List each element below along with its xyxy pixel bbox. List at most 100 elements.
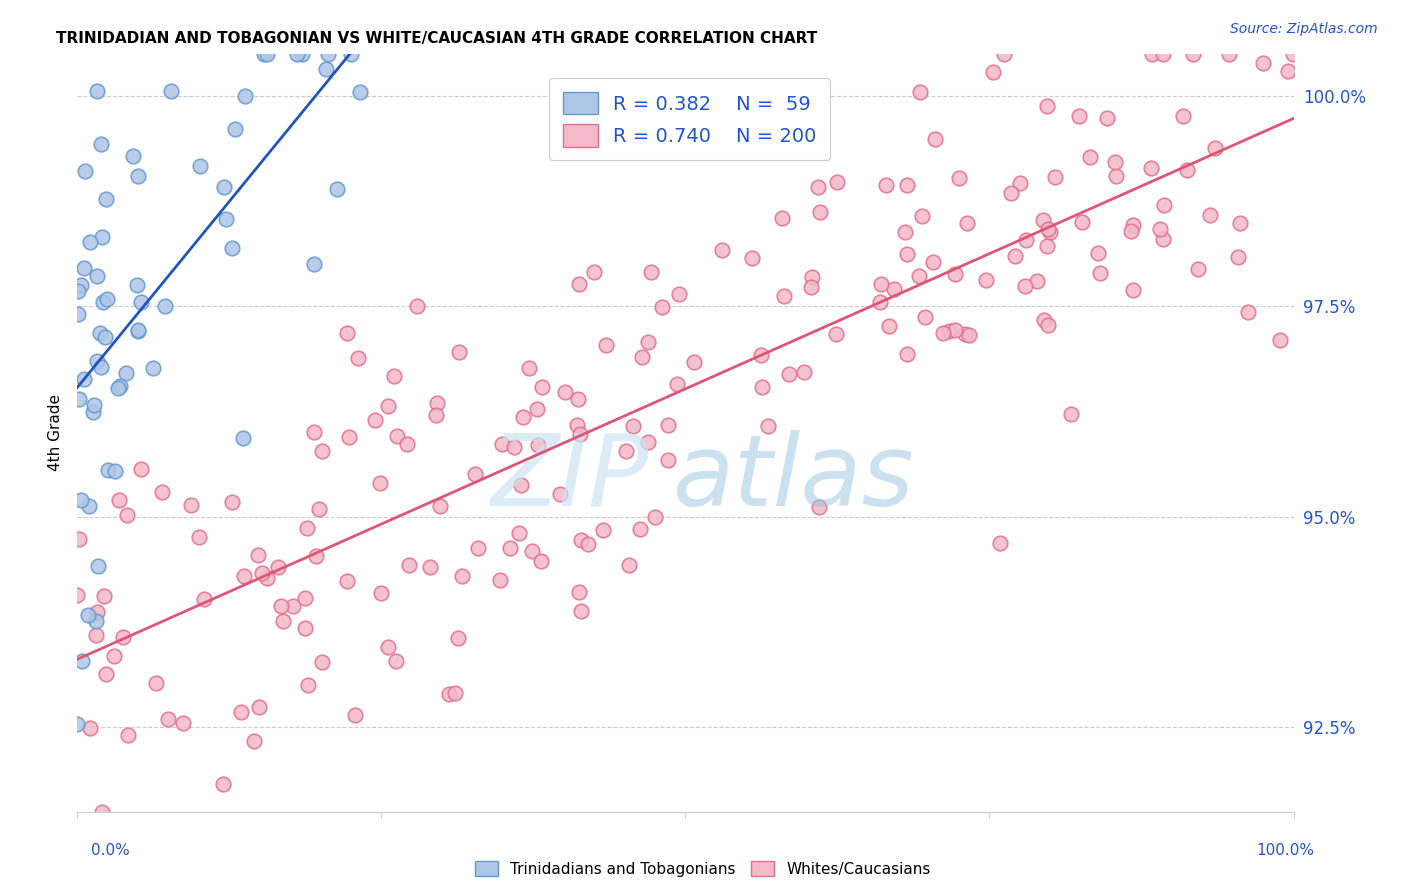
Point xyxy=(948,171,970,186)
Point xyxy=(741,251,763,265)
Point xyxy=(800,270,823,285)
Point xyxy=(464,467,486,481)
Point xyxy=(1000,186,1022,200)
Point xyxy=(96,666,118,681)
Point xyxy=(215,211,238,226)
Point xyxy=(67,392,90,406)
Point xyxy=(657,452,679,467)
Point xyxy=(628,522,651,536)
Point xyxy=(79,721,101,735)
Point xyxy=(1251,56,1274,70)
Point xyxy=(73,164,96,178)
Point xyxy=(943,268,966,282)
Point xyxy=(127,169,149,183)
Point xyxy=(778,367,800,381)
Point xyxy=(467,541,489,555)
Point xyxy=(221,495,243,509)
Point xyxy=(827,175,849,189)
Point xyxy=(346,351,368,366)
Point xyxy=(187,530,209,544)
Point xyxy=(569,603,592,617)
Point xyxy=(640,265,662,279)
Point xyxy=(592,523,614,537)
Point xyxy=(103,648,125,663)
Point xyxy=(1277,64,1299,78)
Point xyxy=(583,265,606,279)
Point xyxy=(1281,46,1303,61)
Point xyxy=(252,566,274,580)
Point xyxy=(294,621,316,635)
Point xyxy=(1014,279,1036,293)
Point xyxy=(773,289,796,303)
Point xyxy=(1078,150,1101,164)
Point xyxy=(66,285,89,299)
Point xyxy=(156,712,179,726)
Point xyxy=(517,360,540,375)
Point xyxy=(429,499,451,513)
Point xyxy=(567,392,589,406)
Point xyxy=(451,569,474,583)
Point xyxy=(127,324,149,338)
Point xyxy=(911,209,934,223)
Point xyxy=(710,243,733,257)
Point xyxy=(576,537,599,551)
Point xyxy=(252,46,274,61)
Point xyxy=(233,89,256,103)
Point xyxy=(224,121,246,136)
Point xyxy=(86,353,108,368)
Point xyxy=(377,640,399,654)
Point xyxy=(242,733,264,747)
Point xyxy=(569,427,592,442)
Point xyxy=(267,560,290,574)
Point xyxy=(172,716,194,731)
Point xyxy=(370,586,392,600)
Point xyxy=(554,385,576,400)
Point xyxy=(281,599,304,613)
Text: 100.0%: 100.0% xyxy=(1257,843,1315,858)
Point xyxy=(70,654,93,668)
Point xyxy=(567,417,589,432)
Point xyxy=(270,599,292,613)
Point xyxy=(425,408,447,422)
Point xyxy=(1122,283,1144,297)
Point xyxy=(883,281,905,295)
Point xyxy=(142,360,165,375)
Point xyxy=(526,401,548,416)
Point xyxy=(1014,233,1036,247)
Point xyxy=(97,463,120,477)
Point xyxy=(302,257,325,271)
Point xyxy=(115,508,138,522)
Point xyxy=(364,413,387,427)
Legend: Trinidadians and Tobagonians, Whites/Caucasians: Trinidadians and Tobagonians, Whites/Cau… xyxy=(468,853,938,884)
Point xyxy=(644,509,666,524)
Point xyxy=(77,499,100,513)
Point xyxy=(1270,333,1292,347)
Point xyxy=(193,591,215,606)
Point xyxy=(1227,251,1250,265)
Point xyxy=(824,326,846,341)
Point xyxy=(668,286,690,301)
Point xyxy=(93,589,115,603)
Point xyxy=(1204,141,1226,155)
Point xyxy=(894,225,917,239)
Point xyxy=(869,294,891,309)
Point xyxy=(1139,161,1161,175)
Point xyxy=(526,438,548,452)
Point xyxy=(808,500,831,514)
Point xyxy=(651,300,673,314)
Point xyxy=(297,678,319,692)
Point xyxy=(568,277,591,292)
Point xyxy=(666,377,689,392)
Point xyxy=(232,431,254,445)
Point xyxy=(509,478,531,492)
Point xyxy=(1171,109,1194,123)
Point xyxy=(907,268,929,283)
Point xyxy=(1140,46,1163,61)
Point xyxy=(1036,318,1059,332)
Text: TRINIDADIAN AND TOBAGONIAN VS WHITE/CAUCASIAN 4TH GRADE CORRELATION CHART: TRINIDADIAN AND TOBAGONIAN VS WHITE/CAUC… xyxy=(56,31,817,46)
Point xyxy=(896,346,918,360)
Point xyxy=(870,277,893,292)
Point xyxy=(90,805,112,819)
Point xyxy=(90,137,112,152)
Point xyxy=(437,687,460,701)
